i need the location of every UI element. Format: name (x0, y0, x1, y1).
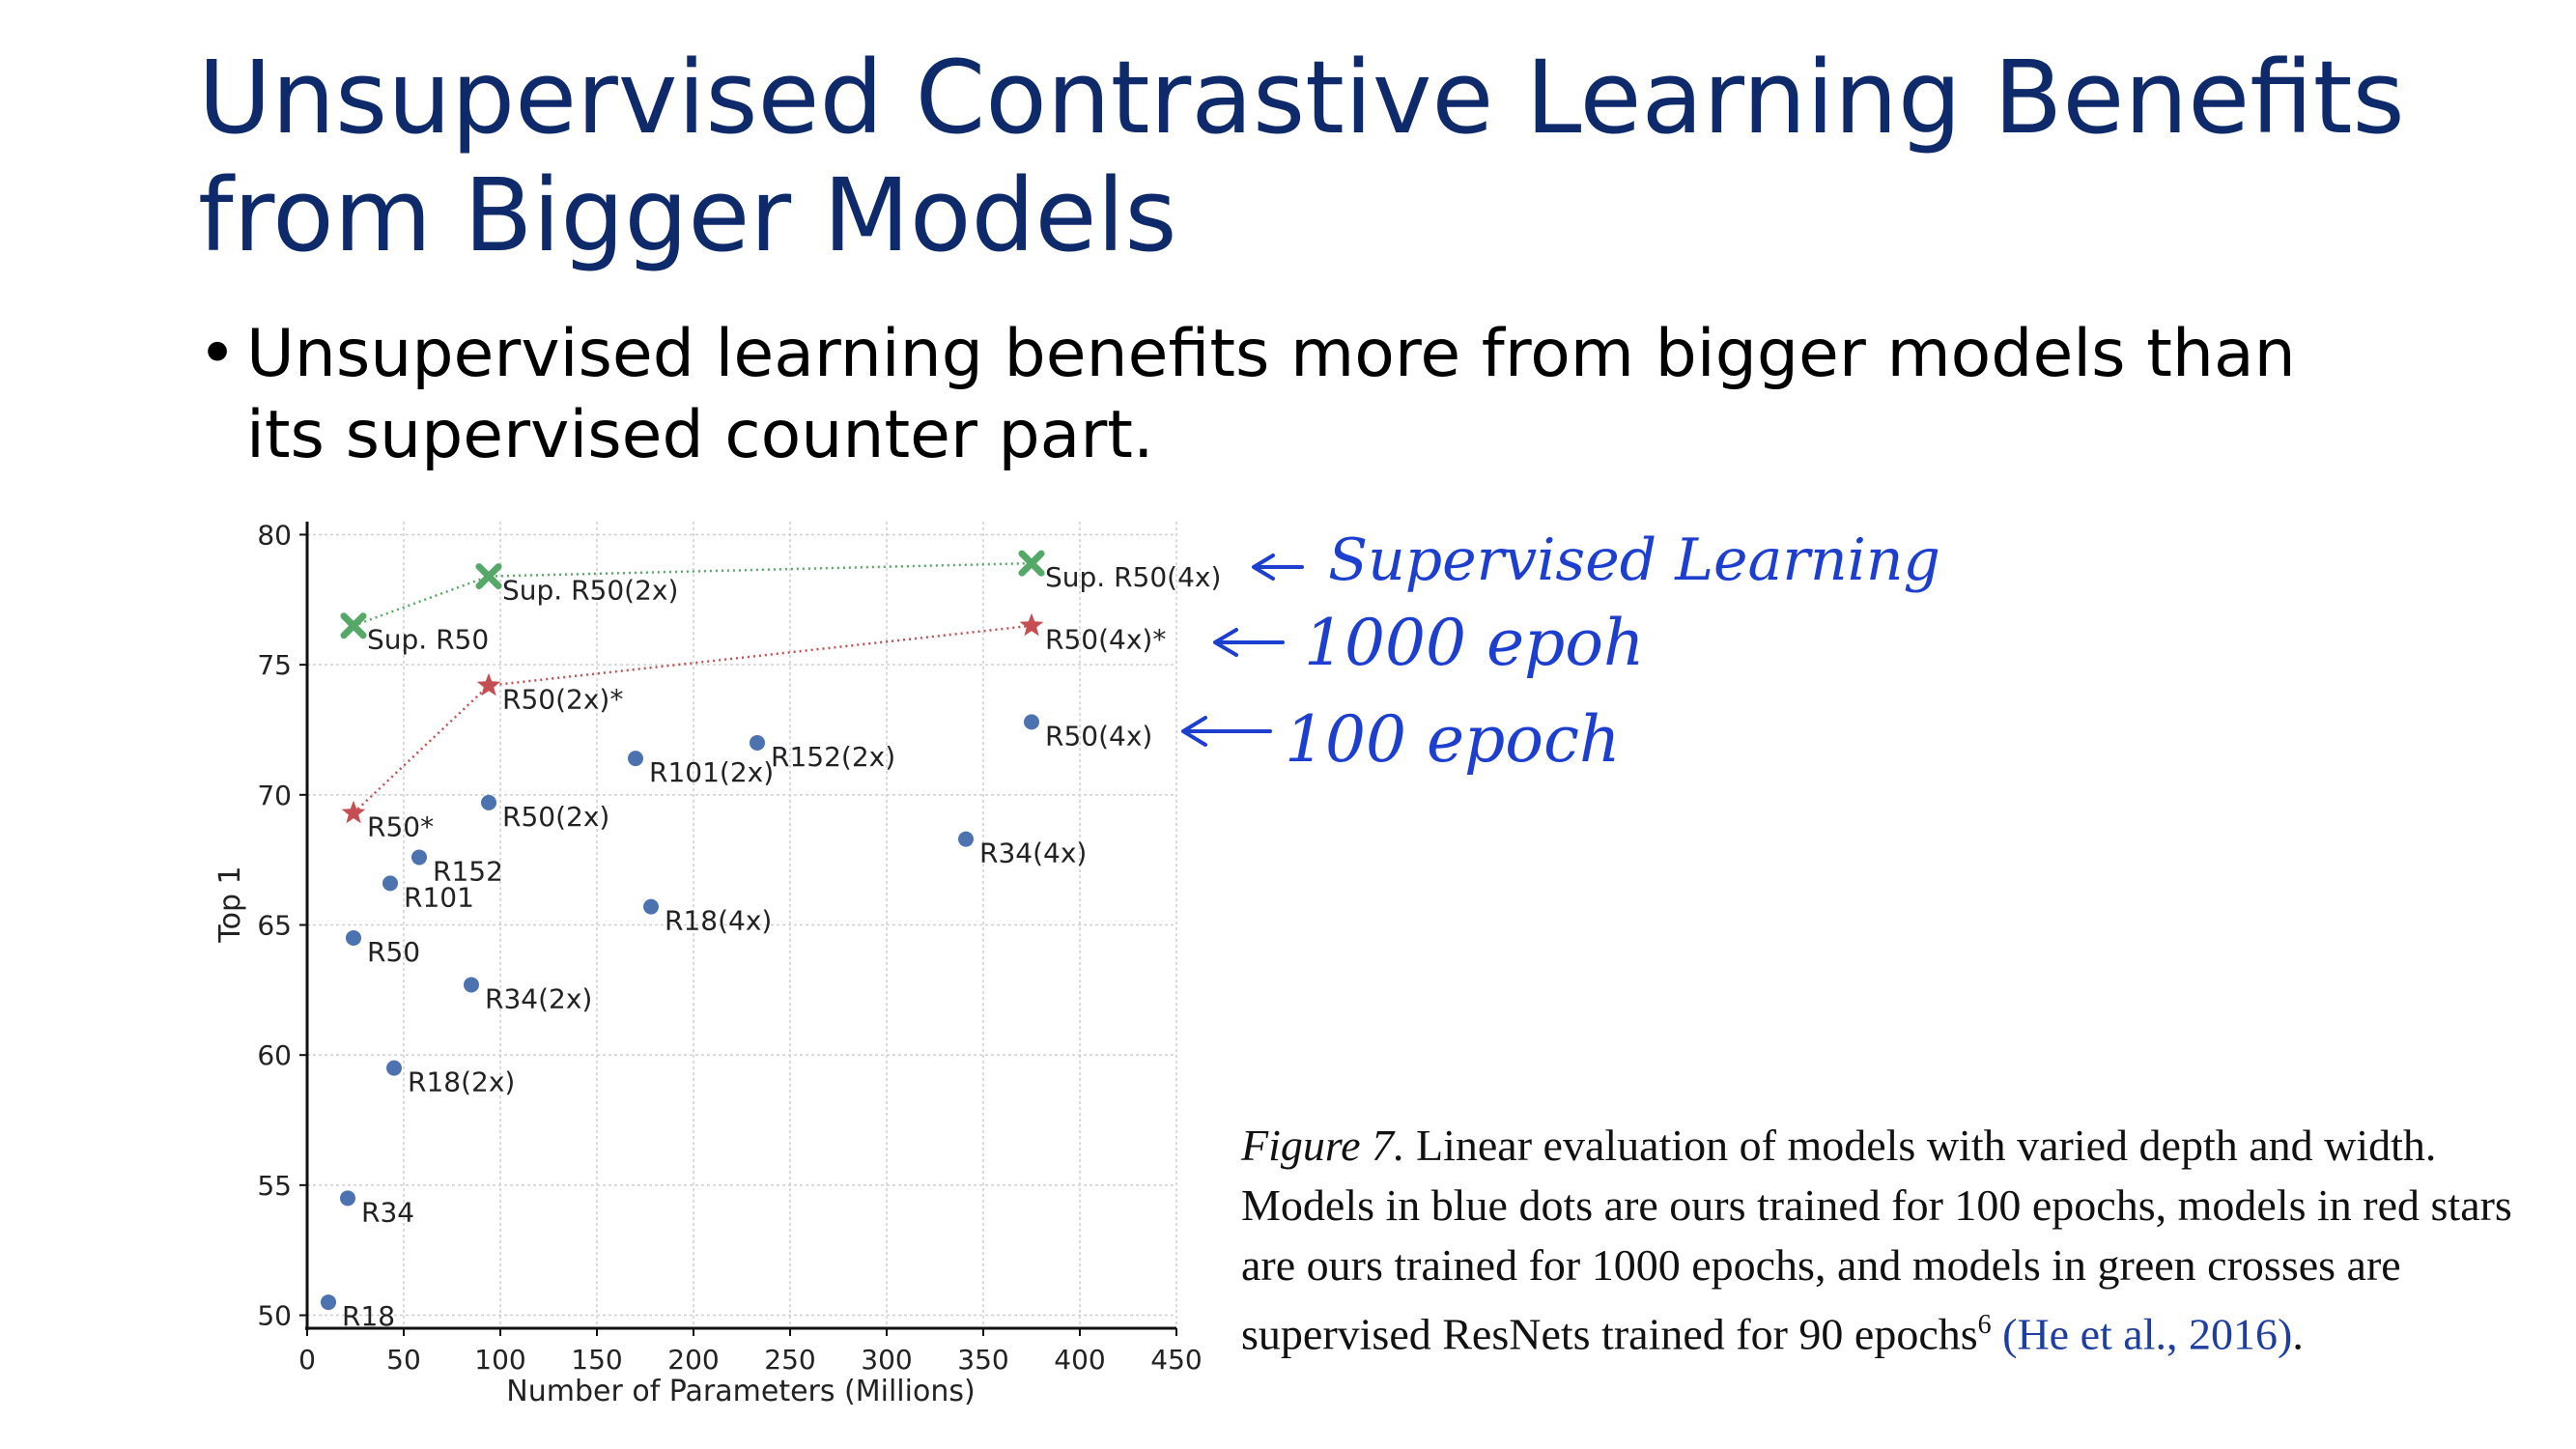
point-label: R101 (404, 881, 474, 913)
annotation-1000-epoch: 1000 epoh (1213, 606, 1645, 680)
figure-label: Figure 7. (1241, 1121, 1405, 1170)
y-axis-label: Top 1 (213, 866, 247, 943)
data-point (1024, 714, 1039, 730)
data-point (340, 1190, 355, 1207)
y-tick-label: 75 (257, 649, 292, 681)
data-point (411, 849, 427, 866)
annotation-supervised: Supervised Learning (1252, 526, 1940, 594)
citation-link[interactable]: (He et al., 2016) (2002, 1309, 2293, 1359)
data-point (628, 751, 643, 767)
annotation-text: 100 epoch (1285, 702, 1620, 777)
x-tick-label: 200 (667, 1344, 719, 1376)
data-point (321, 1294, 336, 1311)
data-point (382, 875, 398, 892)
data-point (750, 734, 765, 751)
bullet-marker: • (198, 316, 238, 392)
handwritten-annotations: Supervised Learning 1000 epoh 100 epoch (1181, 526, 1940, 777)
x-tick-label: 50 (386, 1344, 421, 1376)
point-label: R152 (433, 855, 503, 887)
data-point-star (1019, 612, 1044, 637)
figure-caption: Figure 7. Linear evaluation of models wi… (1241, 1116, 2535, 1364)
x-tick-label: 400 (1054, 1344, 1105, 1376)
bullet-text: Unsupervised learning benefits more from… (246, 316, 2296, 473)
point-label: R18(2x) (408, 1066, 515, 1098)
x-axis-label: Number of Parameters (Millions) (506, 1375, 975, 1408)
arrow-left-icon (1213, 628, 1285, 657)
x-tick-label: 300 (861, 1344, 912, 1376)
point-label: R50 (367, 936, 420, 968)
x-tick-label: 0 (298, 1344, 316, 1376)
y-tick-label: 70 (257, 780, 292, 811)
chart-marks (321, 550, 1045, 1311)
chart-axes: 0 50 100 150 200 250 300 350 400 4505055606570758… (257, 519, 1202, 1376)
data-point-star (476, 672, 501, 696)
x-tick-label: 450 (1150, 1344, 1202, 1376)
data-point-star (341, 800, 366, 824)
point-label: R34(2x) (485, 982, 592, 1014)
point-label: R50(2x)* (502, 684, 623, 716)
caption-text: Linear evaluation of models with varied … (1241, 1121, 2512, 1359)
y-tick-label: 55 (257, 1170, 292, 1202)
point-label: R34 (361, 1196, 414, 1228)
y-tick-label: 80 (257, 519, 292, 551)
x-tick-label: 150 (571, 1344, 622, 1376)
point-label: R50* (367, 811, 434, 843)
data-point (958, 831, 974, 847)
data-point (481, 794, 496, 810)
point-label: R50(2x) (502, 801, 609, 833)
annotation-text: Supervised Learning (1328, 526, 1940, 594)
data-point-cross (340, 612, 367, 639)
arrow-left-icon (1252, 554, 1304, 581)
data-point (643, 898, 659, 915)
caption-end: . (2292, 1309, 2304, 1359)
x-tick-label: 100 (474, 1344, 525, 1376)
point-label: R18(4x) (665, 905, 772, 937)
data-point-cross (475, 563, 502, 590)
y-tick-label: 50 (257, 1300, 292, 1332)
point-label: Sup. R50(4x) (1045, 561, 1221, 593)
slide-title: Unsupervised Contrastive Learning Benefi… (198, 39, 2405, 274)
x-tick-label: 350 (957, 1344, 1008, 1376)
point-label: R18 (342, 1300, 395, 1332)
data-point (464, 977, 479, 993)
series-line (353, 561, 1033, 627)
annotation-100-epoch: 100 epoch (1181, 702, 1620, 777)
annotation-text: 1000 epoh (1304, 606, 1645, 680)
data-point-cross (1018, 550, 1045, 577)
point-label: Sup. R50(2x) (502, 575, 678, 607)
footnote-marker: 6 (1977, 1310, 1992, 1340)
point-label: R101(2x) (649, 756, 774, 788)
arrow-left-icon (1181, 716, 1272, 747)
data-point (386, 1060, 402, 1076)
point-label: R152(2x) (771, 741, 895, 773)
x-tick-label: 250 (764, 1344, 815, 1376)
point-label: R50(4x) (1045, 720, 1152, 752)
chart-grid (306, 522, 1177, 1328)
point-label: R34(4x) (979, 838, 1087, 869)
y-tick-label: 65 (257, 910, 292, 942)
y-tick-label: 60 (257, 1039, 292, 1071)
point-label: Sup. R50 (367, 624, 489, 656)
data-point (346, 929, 361, 946)
point-label: R50(4x)* (1045, 624, 1166, 656)
